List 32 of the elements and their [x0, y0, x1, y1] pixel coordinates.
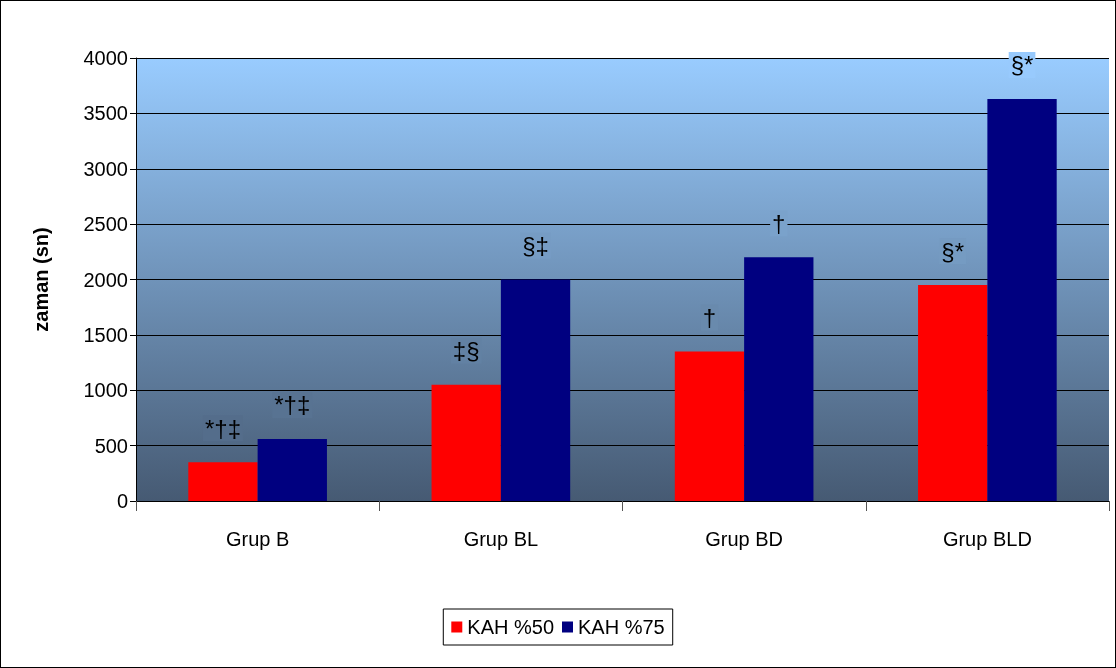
annotation: †	[772, 209, 786, 237]
y-tick-label: 2000	[83, 268, 128, 291]
annotation: §*	[1010, 51, 1034, 79]
x-tick-label: Grup BLD	[942, 528, 1032, 550]
legend-label: KAH %75	[578, 616, 665, 638]
bar	[257, 438, 327, 501]
y-tick-label: 0	[116, 490, 128, 512]
y-tick-label: 1500	[83, 323, 128, 346]
annotation: ‡§	[452, 337, 480, 365]
bar	[431, 384, 501, 501]
bar	[744, 257, 814, 501]
annotation: †	[702, 303, 717, 331]
y-tick-label: 1000	[83, 379, 128, 402]
y-tick-label: 500	[94, 434, 128, 457]
bar	[500, 279, 571, 501]
x-tick-label: Grup BL	[463, 528, 539, 550]
y-tick-label: 2500	[83, 213, 128, 236]
annotation: §*	[941, 237, 965, 265]
x-tick-label: Grup B	[225, 528, 290, 550]
bar	[987, 98, 1057, 501]
y-axis-title: zaman (sn)	[30, 227, 52, 332]
x-tick-label: Grup BD	[705, 528, 784, 550]
y-tick-label: 4000	[83, 47, 128, 69]
bar	[918, 285, 988, 501]
bar	[188, 462, 258, 501]
annotation: §‡	[522, 232, 549, 259]
annotation: *†‡	[274, 391, 311, 419]
y-tick-label: 3500	[83, 102, 128, 125]
annotation: *†‡	[204, 414, 241, 442]
legend-label: KAH %50	[467, 616, 555, 638]
bar	[674, 351, 745, 501]
y-tick-label: 3000	[83, 157, 128, 180]
